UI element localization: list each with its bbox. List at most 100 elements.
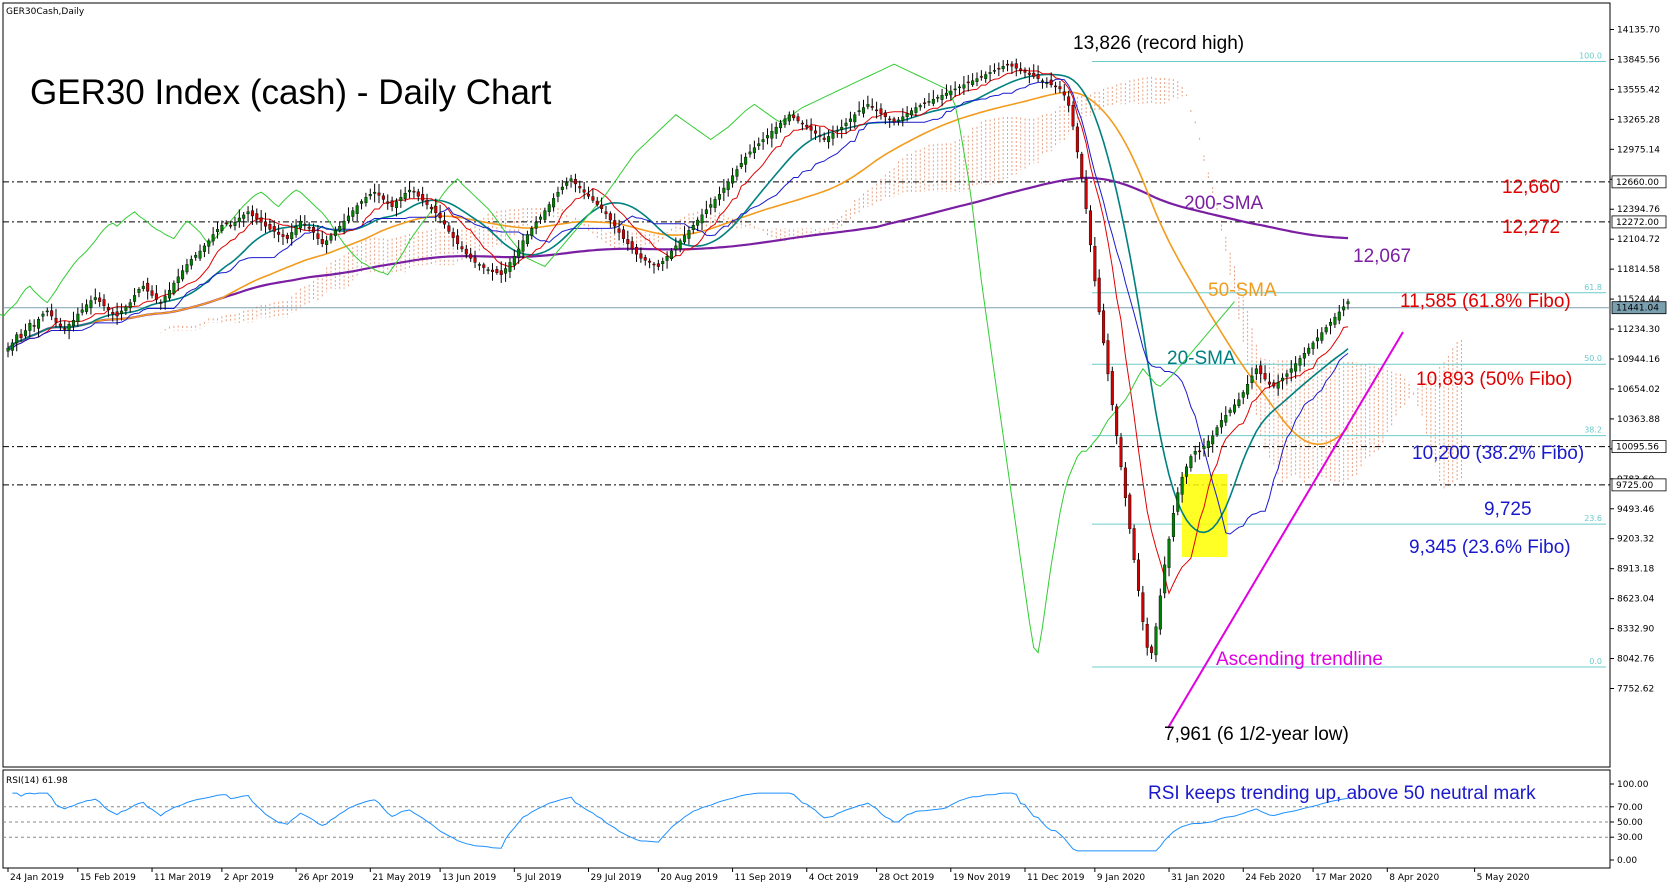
- candle: [918, 103, 922, 111]
- candle: [338, 221, 342, 233]
- candle: [1320, 327, 1324, 344]
- candle: [250, 205, 254, 225]
- candle: [704, 200, 708, 218]
- price-tick-label: 9203.32: [1617, 535, 1654, 545]
- candle: [534, 216, 538, 235]
- candle: [329, 232, 333, 244]
- candle: [717, 186, 721, 206]
- candle: [813, 125, 818, 140]
- candle: [408, 181, 412, 199]
- candle: [600, 197, 604, 214]
- rsi-tick-label: 100.00: [1617, 780, 1649, 790]
- date-label: 13 Jun 2019: [442, 873, 496, 882]
- rsi-tick-label: 50.00: [1617, 818, 1643, 828]
- date-label: 9 Jan 2020: [1097, 873, 1145, 882]
- candle: [1259, 360, 1263, 383]
- candle: [512, 249, 516, 270]
- candle: [1315, 329, 1319, 349]
- candle: [1329, 318, 1333, 335]
- candle: [604, 205, 608, 220]
- price-tick-label: 10944.16: [1617, 355, 1660, 365]
- candle: [857, 101, 861, 116]
- candle: [538, 214, 543, 224]
- candle: [54, 308, 58, 328]
- candle: [255, 208, 259, 225]
- candle: [517, 240, 521, 264]
- candle: [320, 231, 324, 248]
- date-label: 5 Jul 2019: [516, 873, 561, 882]
- level-lines: [3, 181, 1610, 486]
- candle: [674, 237, 678, 257]
- candle: [595, 196, 599, 207]
- candle: [351, 207, 355, 222]
- candle: [163, 289, 167, 310]
- candle: [669, 247, 673, 261]
- candle: [154, 285, 158, 304]
- candle: [237, 209, 241, 228]
- candle: [587, 186, 591, 200]
- candle: [1163, 556, 1167, 599]
- candle: [683, 226, 687, 245]
- candle: [1110, 366, 1114, 411]
- candle: [739, 154, 743, 169]
- candle: [1311, 340, 1315, 355]
- candle: [421, 186, 425, 207]
- candle: [1115, 403, 1119, 445]
- candle: [1010, 61, 1014, 74]
- candle: [373, 183, 377, 203]
- candle: [840, 119, 844, 139]
- price-tick-label: 14135.70: [1617, 26, 1660, 36]
- candle: [827, 129, 831, 149]
- candle: [639, 247, 643, 263]
- candle: [399, 189, 403, 208]
- candle: [770, 123, 774, 148]
- rsi-indicator: 100.00 70.00 50.00 30.00 0.00: [3, 780, 1649, 866]
- rsi-tick-label: 30.00: [1617, 833, 1643, 843]
- candle: [460, 241, 464, 253]
- price-box: [1611, 478, 1667, 492]
- candle: [744, 152, 748, 173]
- candle: [687, 226, 691, 245]
- candle: [1189, 454, 1193, 472]
- candle: [58, 317, 62, 331]
- candle: [700, 208, 704, 231]
- candle: [386, 194, 390, 210]
- candle: [853, 111, 857, 129]
- candle: [89, 295, 93, 315]
- candle: [774, 121, 778, 139]
- candle: [150, 285, 154, 299]
- candle: [656, 259, 660, 271]
- candle: [831, 125, 835, 146]
- candle: [1298, 355, 1302, 372]
- candle: [1132, 524, 1136, 563]
- candle: [735, 165, 739, 181]
- candle: [71, 311, 75, 332]
- candle: [172, 280, 176, 296]
- candle: [128, 299, 132, 313]
- candle: [1093, 237, 1097, 287]
- candle: [1272, 379, 1276, 389]
- candle: [958, 84, 962, 96]
- candle: [1241, 390, 1245, 405]
- rsi-line: [12, 792, 1349, 852]
- price-tick-label: 8913.18: [1617, 565, 1654, 575]
- candle: [1084, 170, 1088, 214]
- candle: [1080, 151, 1084, 182]
- candle: [905, 106, 909, 122]
- candlesticks: [6, 58, 1350, 662]
- candle: [748, 144, 752, 158]
- sma200-line: [7, 176, 1349, 350]
- candle: [648, 258, 652, 269]
- candle: [469, 247, 473, 262]
- candle: [6, 342, 10, 358]
- price-tick-label: 9493.46: [1617, 505, 1654, 515]
- fib-382-label: 10,200 (38.2% Fibo): [1412, 443, 1584, 464]
- time-axis: 24 Jan 2019 15 Feb 2019 11 Mar 2019 2 Apr 2…: [7, 868, 1530, 882]
- sma20-line: [7, 73, 1349, 534]
- candle: [678, 238, 682, 253]
- candle: [146, 277, 150, 300]
- candle: [1001, 60, 1005, 73]
- candle: [757, 137, 761, 151]
- candle: [233, 216, 237, 231]
- date-label: 19 Nov 2019: [953, 873, 1011, 882]
